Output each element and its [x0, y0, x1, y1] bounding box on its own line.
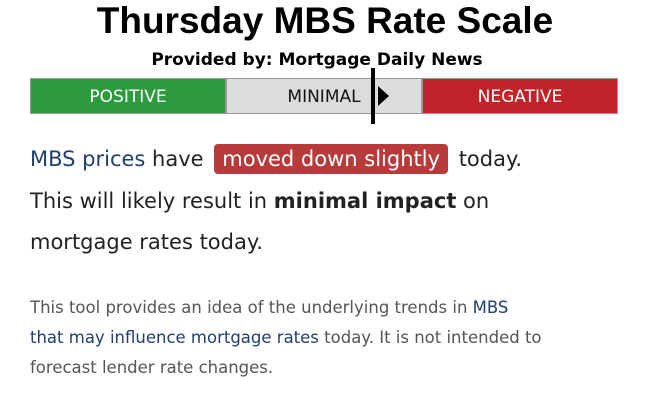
text: This will likely result in — [30, 189, 274, 213]
impact: minimal impact — [273, 189, 457, 213]
text: today. — [452, 147, 523, 171]
text: This tool provides an idea of the underl… — [30, 298, 473, 317]
note-line: that may influence mortgage rates today.… — [30, 328, 542, 347]
text: that may influence mortgage rates — [30, 328, 319, 347]
title: Thursday MBS Rate Scale — [96, 0, 554, 41]
text: on — [456, 189, 490, 213]
message-line: MBS prices have moved down slightly toda… — [30, 141, 522, 177]
text: have — [145, 147, 211, 171]
note-line: forecast lender rate changes. — [30, 358, 273, 377]
text: today. It is not intended to — [318, 328, 542, 347]
positive-segment: POSITIVE — [30, 78, 226, 114]
text: MBS prices — [30, 147, 146, 171]
scale-marker — [371, 68, 389, 124]
minimal-segment: MINIMAL — [226, 78, 422, 114]
text: MBS — [472, 298, 509, 317]
message-line: mortgage rates today. — [30, 224, 263, 260]
text: forecast lender rate changes. — [30, 358, 274, 377]
note-line: This tool provides an idea of the underl… — [30, 298, 508, 317]
text: mortgage rates today. — [30, 230, 263, 254]
status-badge: moved down slightly — [214, 144, 449, 174]
message-line: This will likely result in minimal impac… — [30, 183, 489, 219]
negative-segment: NEGATIVE — [422, 78, 618, 114]
subtitle: Provided by: Mortgage Daily News — [151, 50, 483, 70]
